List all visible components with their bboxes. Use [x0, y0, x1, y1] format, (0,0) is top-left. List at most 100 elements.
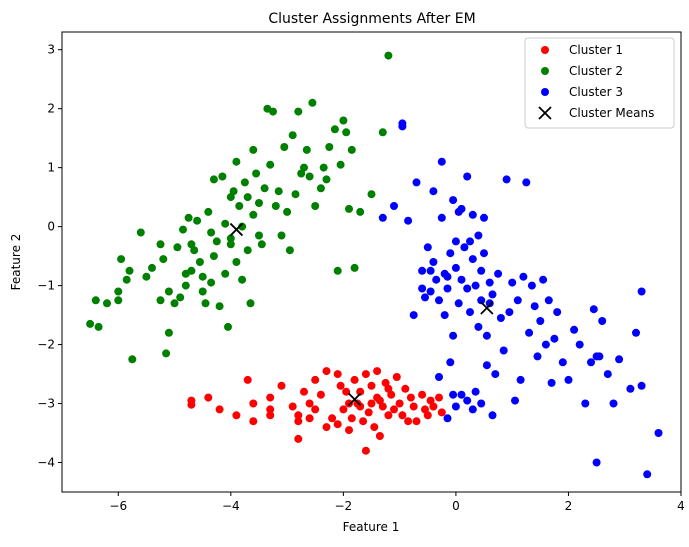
cluster-2-point — [209, 175, 218, 184]
cluster-1-point — [418, 390, 427, 399]
x-axis-label: Feature 1 — [343, 520, 400, 534]
x-tick-label: 2 — [565, 499, 573, 513]
cluster-1-point — [390, 405, 398, 414]
cluster-3-point — [435, 296, 443, 305]
cluster-3-point — [463, 284, 472, 293]
cluster-1-point — [305, 399, 314, 408]
cluster-3-point — [432, 275, 441, 284]
legend-entry: Cluster 3 — [541, 85, 623, 99]
cluster-3-point — [522, 178, 531, 187]
cluster-3-point — [457, 204, 466, 213]
cluster-1-point — [294, 411, 303, 420]
cluster-2-point — [122, 275, 131, 284]
cluster-1-point — [347, 414, 356, 423]
cluster-2-point — [148, 263, 156, 272]
cluster-2-point — [164, 328, 173, 337]
cluster-2-point — [339, 116, 348, 125]
legend-box — [524, 37, 675, 129]
legend-marker — [538, 106, 552, 120]
cluster-3-point — [494, 269, 503, 278]
cluster-1-point — [316, 390, 325, 399]
y-tick-label: −2 — [37, 338, 55, 352]
cluster-2-point — [384, 51, 393, 60]
cluster-1-point — [311, 375, 320, 384]
cluster-1-point — [378, 402, 387, 411]
cluster-3-point — [466, 308, 474, 317]
cluster-2-point — [305, 172, 314, 181]
cluster-1-point — [345, 399, 353, 408]
cluster-3-point — [468, 255, 477, 264]
cluster-3-point — [451, 237, 460, 246]
cluster-3-point — [550, 334, 559, 343]
cluster-1-point — [409, 402, 418, 411]
cluster-3-point — [598, 317, 607, 325]
cluster-2-point — [229, 187, 238, 196]
cluster-1-point — [350, 375, 359, 384]
cluster-3-point — [437, 157, 446, 166]
cluster-2-point — [226, 234, 235, 243]
cluster-2-point — [195, 258, 204, 266]
cluster-2-point — [170, 299, 179, 308]
cluster-3-point — [378, 213, 387, 222]
cluster-2-point — [322, 175, 331, 184]
cluster-3-point — [426, 266, 435, 275]
cluster-2-point — [319, 163, 328, 172]
legend-entry: Cluster Means — [538, 106, 654, 120]
cluster-2-point — [187, 266, 196, 275]
cluster-1-point — [384, 411, 393, 420]
cluster-3-point — [435, 373, 443, 381]
cluster-1-point — [266, 393, 275, 402]
cluster-2-point — [201, 299, 210, 308]
cluster-2-point — [255, 199, 263, 207]
cluster-2-point — [128, 355, 137, 364]
cluster-2-point — [193, 216, 202, 225]
cluster-3-point — [471, 387, 480, 396]
cluster-2-point — [232, 258, 241, 266]
cluster-2-point — [159, 255, 168, 264]
cluster-1-point — [429, 402, 438, 411]
cluster-3-point — [485, 299, 494, 308]
cluster-3-point — [421, 293, 429, 302]
cluster-2-point — [173, 243, 182, 252]
cluster-3-point — [404, 216, 413, 225]
cluster-3-point — [525, 328, 534, 337]
cluster-1-point — [375, 396, 384, 405]
cluster-1-point — [336, 381, 345, 390]
legend-entry: Cluster 1 — [541, 43, 623, 57]
legend-label: Cluster 3 — [569, 85, 623, 99]
cluster-2-point — [302, 145, 311, 154]
cluster-2-point — [94, 322, 103, 331]
y-tick-label: 2 — [47, 102, 55, 116]
cluster-3-point — [471, 281, 480, 290]
cluster-1-point — [373, 367, 382, 376]
cluster-1-point — [232, 411, 241, 420]
cluster-1-point — [288, 402, 297, 411]
plot-frame — [61, 31, 682, 493]
cluster-2-point — [91, 296, 100, 305]
cluster-2-point — [86, 319, 95, 328]
cluster-2-point — [252, 169, 261, 178]
cluster-2-point — [300, 163, 308, 172]
cluster-3-point — [477, 266, 486, 275]
cluster-2-point — [291, 190, 300, 199]
legend-label: Cluster 2 — [569, 64, 623, 78]
cluster-3-point — [482, 331, 491, 340]
cluster-2-point — [330, 125, 339, 134]
cluster-3-point — [468, 405, 477, 414]
cluster-2-point — [218, 172, 227, 181]
cluster-2-point — [238, 222, 247, 231]
cluster-1-point — [266, 411, 275, 420]
cluster-1-point — [423, 411, 432, 420]
cluster-3-point — [505, 308, 514, 317]
cluster-2-point — [266, 160, 275, 169]
cluster-3-point — [564, 375, 573, 384]
cluster-2-point — [347, 145, 356, 154]
cluster-2-point — [269, 107, 277, 116]
cluster-1-point — [356, 402, 365, 411]
cluster-2-point — [308, 98, 317, 107]
cluster-3-point — [527, 281, 536, 290]
cluster-2-point — [274, 187, 283, 196]
cluster-3-point — [530, 302, 539, 311]
cluster-3-point — [558, 358, 567, 367]
